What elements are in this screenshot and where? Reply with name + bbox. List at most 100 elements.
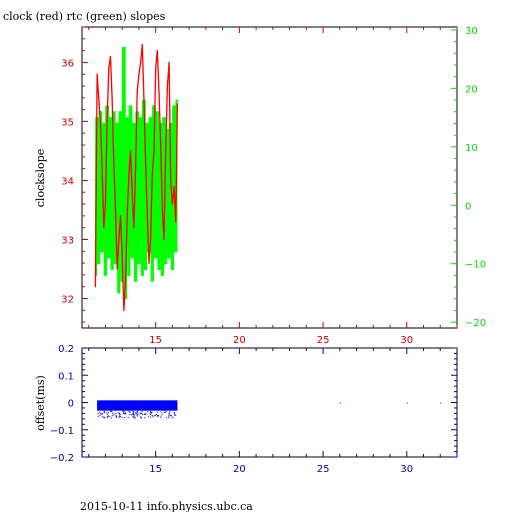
rtc-point xyxy=(138,263,140,265)
clock-point xyxy=(113,162,115,164)
offset-point xyxy=(174,414,176,416)
offset-point xyxy=(168,414,170,416)
offset-point xyxy=(114,413,116,415)
offset-point xyxy=(118,412,120,414)
rtc-point xyxy=(126,116,128,119)
clock-point xyxy=(151,173,153,176)
offset-point xyxy=(119,414,121,415)
rtc-point xyxy=(158,268,160,271)
offset-series xyxy=(97,400,442,419)
offset-point xyxy=(173,412,175,414)
clock-point xyxy=(128,173,130,176)
offset-point xyxy=(406,402,408,404)
offset-point xyxy=(339,402,341,404)
offset-point xyxy=(118,415,120,417)
offset-point xyxy=(119,416,121,417)
offset-point xyxy=(123,413,125,415)
rtc-point xyxy=(156,111,158,113)
offset-point xyxy=(165,410,167,412)
offset-point xyxy=(130,414,132,416)
offset-point xyxy=(123,413,125,414)
offset-point xyxy=(140,417,142,419)
clock-point xyxy=(101,168,103,170)
offset-point xyxy=(171,416,173,418)
offset-point xyxy=(104,417,106,419)
offset-point xyxy=(106,416,108,418)
offset-point xyxy=(137,412,139,414)
clock-point xyxy=(98,97,100,99)
offset-point xyxy=(113,414,115,416)
bottom-panel: 15 20 25 30 −0.2 −0.1 0 0.1 0.2 offset(ms) xyxy=(34,344,458,475)
offset-point xyxy=(153,415,155,417)
offset-point xyxy=(154,415,156,416)
clock-point xyxy=(99,120,102,123)
clock-point xyxy=(124,280,127,282)
bottom-x-tick-label: 25 xyxy=(317,464,330,475)
offset-point xyxy=(139,413,141,415)
rtc-point xyxy=(128,274,130,276)
rtc-point xyxy=(133,122,135,125)
offset-point xyxy=(132,411,134,413)
offset-point xyxy=(106,412,108,414)
offset-point xyxy=(150,414,152,416)
offset-point xyxy=(124,417,126,418)
bottom-x-tick-label: 30 xyxy=(400,464,413,475)
offset-point xyxy=(99,414,101,416)
offset-point xyxy=(115,412,117,414)
clock-line xyxy=(94,44,179,311)
rtc-point xyxy=(155,257,157,259)
clock-point xyxy=(96,73,98,75)
offset-point xyxy=(132,416,134,418)
top-axis-ticks: 15 20 25 30 32 33 34 35 36 −20 −10 0 10 20 30 xyxy=(61,26,486,346)
clock-series xyxy=(94,44,179,311)
clock-point xyxy=(176,103,179,105)
offset-point xyxy=(144,413,146,415)
offset-point xyxy=(133,414,135,416)
offset-point xyxy=(125,413,127,415)
offset-point xyxy=(103,411,105,413)
offset-point xyxy=(129,411,131,413)
top-y-tick-label: 33 xyxy=(61,235,74,246)
offset-point xyxy=(440,402,442,404)
offset-point xyxy=(152,415,154,417)
clock-point xyxy=(134,168,137,170)
offset-point xyxy=(128,410,130,412)
offset-point xyxy=(137,413,139,415)
offset-point xyxy=(118,417,120,419)
clock-point xyxy=(166,85,168,87)
rtc-point xyxy=(168,257,170,259)
clock-point xyxy=(160,144,162,146)
offset-point xyxy=(161,413,163,415)
offset-point xyxy=(133,415,135,417)
offset-point xyxy=(123,410,125,412)
offset-point xyxy=(107,415,109,417)
clock-point xyxy=(146,215,148,217)
offset-point xyxy=(132,414,134,416)
offset-point xyxy=(151,415,153,417)
offset-point xyxy=(99,411,100,413)
rtc-point xyxy=(118,292,120,294)
clock-point xyxy=(118,238,120,241)
offset-point xyxy=(115,416,117,418)
clock-point xyxy=(126,215,128,217)
clock-point xyxy=(143,97,145,99)
offset-point xyxy=(160,411,162,413)
clock-point xyxy=(103,227,105,229)
clock-point xyxy=(121,256,123,258)
offset-point xyxy=(164,411,166,413)
offset-point xyxy=(129,414,131,416)
offset-point xyxy=(124,413,126,415)
rtc-point xyxy=(166,128,168,130)
clock-point xyxy=(108,67,110,69)
offset-point xyxy=(132,412,134,414)
clock-point xyxy=(129,150,132,152)
offset-point xyxy=(173,412,175,413)
offset-point xyxy=(160,416,162,418)
offset-point xyxy=(160,415,162,417)
offset-point xyxy=(145,413,147,415)
offset-point xyxy=(133,417,135,419)
clock-point xyxy=(141,44,143,46)
offset-point xyxy=(168,415,169,417)
rtc-point xyxy=(111,268,113,271)
rtc-point xyxy=(101,251,103,253)
